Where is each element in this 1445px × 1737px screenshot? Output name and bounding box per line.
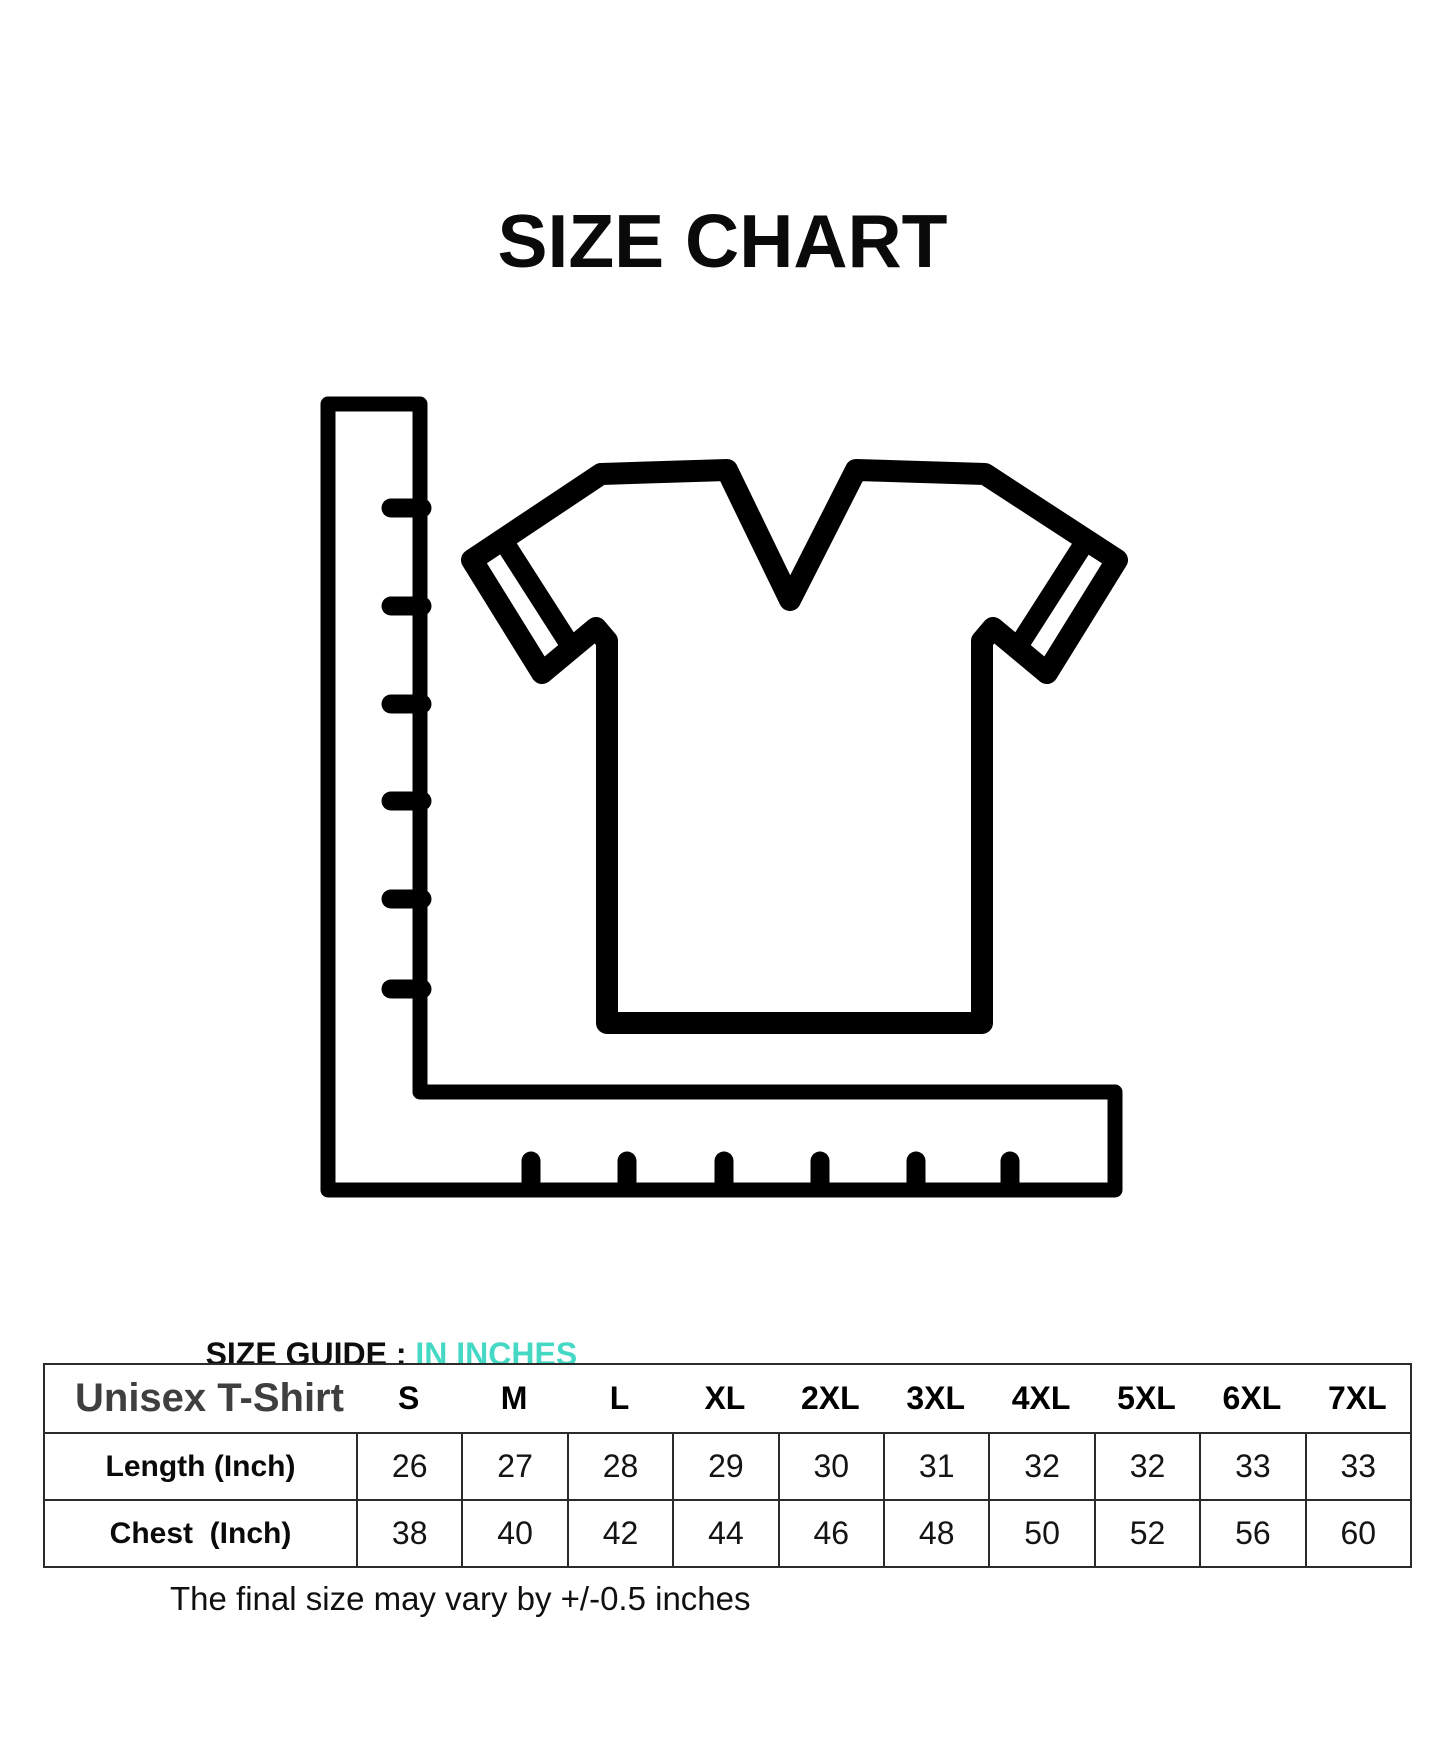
chest-value: 50 bbox=[988, 1501, 1093, 1566]
length-row-label: Length (Inch) bbox=[105, 1449, 296, 1483]
table-header-size-7xl: 7XL bbox=[1327, 1380, 1387, 1416]
length-value: 31 bbox=[883, 1434, 988, 1499]
tshirt-icon bbox=[461, 459, 1128, 1034]
chest-value: 42 bbox=[566, 1501, 672, 1566]
ruler-icon bbox=[320, 396, 1123, 1198]
chest-value: 40 bbox=[461, 1501, 566, 1566]
table-header-size-4xl: 4XL bbox=[1011, 1380, 1071, 1416]
table-header-size-m: M bbox=[500, 1380, 528, 1416]
chest-value: 38 bbox=[356, 1501, 461, 1566]
chest-value: 60 bbox=[1304, 1501, 1410, 1566]
chest-value: 44 bbox=[672, 1501, 777, 1566]
length-value: 32 bbox=[988, 1434, 1093, 1499]
chest-value: 46 bbox=[777, 1501, 883, 1566]
length-value: 28 bbox=[566, 1434, 672, 1499]
table-header-size-3xl: 3XL bbox=[906, 1380, 966, 1416]
length-value: 30 bbox=[777, 1434, 883, 1499]
table-header-size-2xl: 2XL bbox=[800, 1380, 860, 1416]
chest-row-label: Chest (Inch) bbox=[109, 1516, 292, 1550]
length-value: 33 bbox=[1304, 1434, 1410, 1499]
ruler-vertical-ticks bbox=[381, 498, 432, 999]
ruler-horizontal-ticks bbox=[521, 1151, 1020, 1192]
table-header-size-l: L bbox=[609, 1380, 630, 1416]
table-row-length: Length (Inch) 26 27 28 29 30 31 32 32 33… bbox=[45, 1432, 1410, 1499]
length-value: 33 bbox=[1199, 1434, 1304, 1499]
length-value: 26 bbox=[356, 1434, 461, 1499]
table-header-size-5xl: 5XL bbox=[1117, 1380, 1176, 1416]
size-variance-note: The final size may vary by +/-0.5 inches bbox=[170, 1580, 751, 1617]
table-header-size-xl: XL bbox=[704, 1380, 746, 1416]
chest-value: 52 bbox=[1093, 1501, 1199, 1566]
table-header-size-6xl: 6XL bbox=[1222, 1380, 1282, 1416]
length-value: 29 bbox=[672, 1434, 777, 1499]
tshirt-ruler-illustration bbox=[320, 396, 1128, 1198]
table-header-row: Unisex T-Shirt S M L XL 2XL 3XL 4XL 5XL … bbox=[45, 1365, 1410, 1432]
table-header-size-s: S bbox=[398, 1380, 420, 1416]
table-header-product: Unisex T-Shirt bbox=[75, 1376, 344, 1420]
length-value: 32 bbox=[1093, 1434, 1199, 1499]
left-cuff-stripe bbox=[496, 535, 580, 655]
right-cuff-stripe bbox=[1009, 535, 1093, 655]
chest-value: 56 bbox=[1199, 1501, 1304, 1566]
size-table: Unisex T-Shirt S M L XL 2XL 3XL 4XL 5XL … bbox=[43, 1363, 1412, 1568]
table-row-chest: Chest (Inch) 38 40 42 44 46 48 50 52 56 … bbox=[45, 1499, 1410, 1566]
page-title: SIZE CHART bbox=[497, 199, 948, 284]
chest-value: 48 bbox=[883, 1501, 988, 1566]
length-value: 27 bbox=[461, 1434, 566, 1499]
